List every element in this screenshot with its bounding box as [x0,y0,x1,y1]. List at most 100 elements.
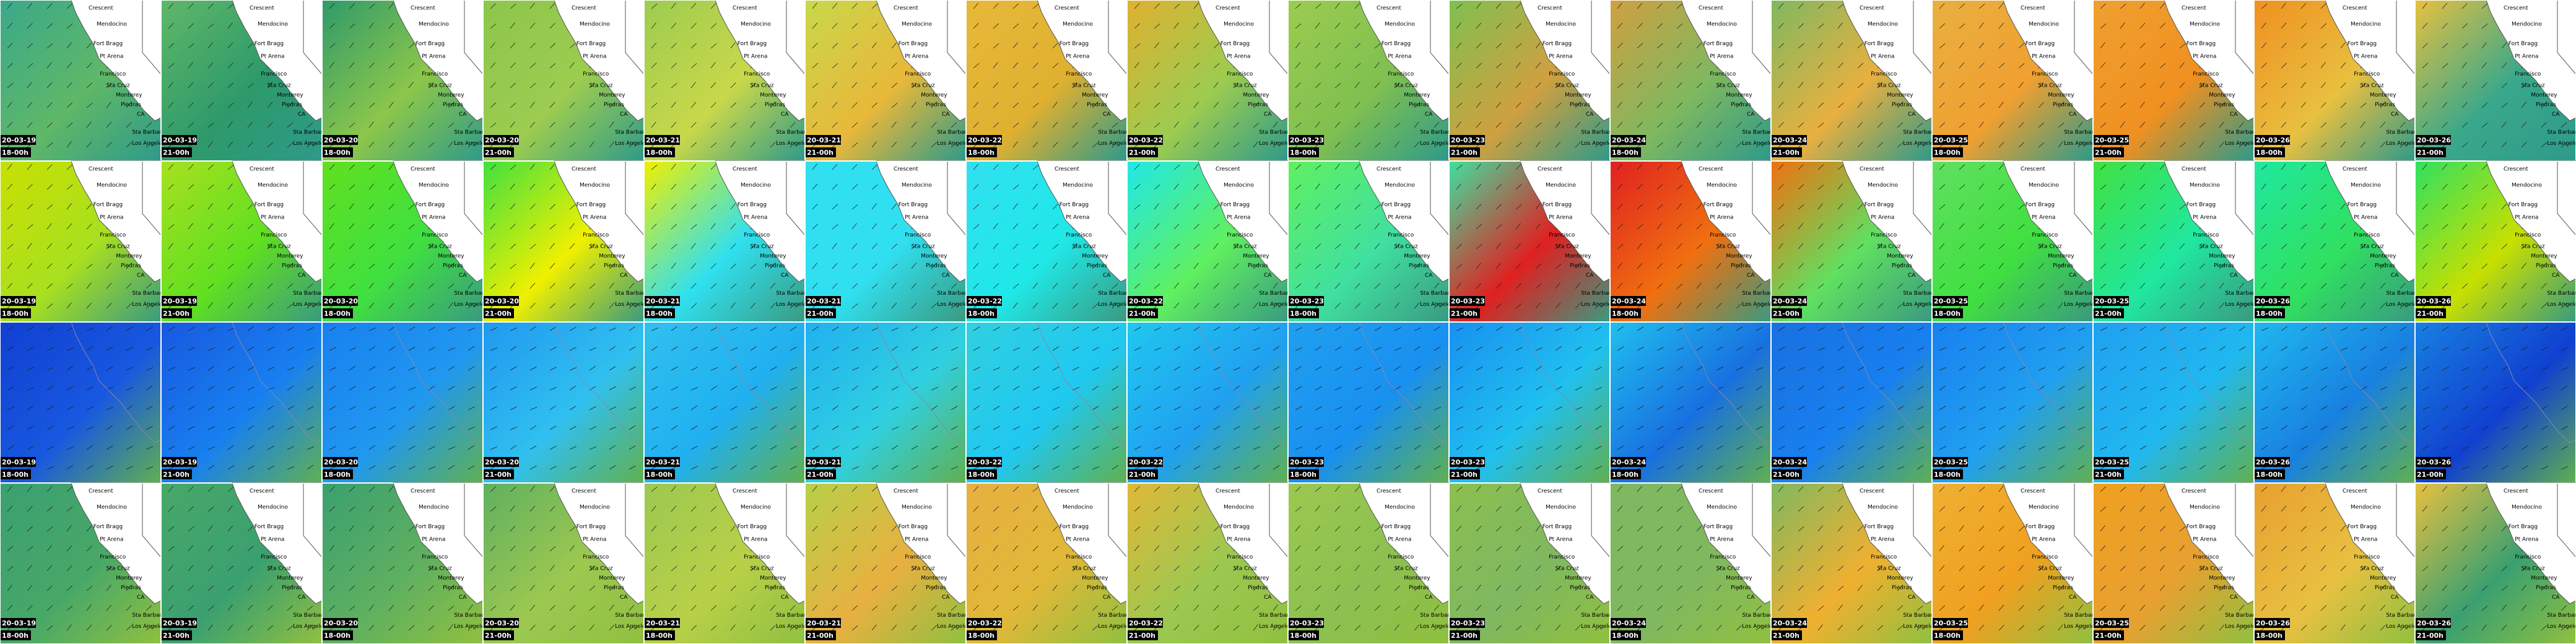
wind-arrow [227,164,234,170]
wind-arrow [227,82,234,89]
wind-arrow [1374,122,1381,128]
wind-arrow [871,203,877,210]
place-label: Sta Cruz [268,565,291,572]
date-label: 20-03-21 [646,297,680,305]
wind-arrow [529,445,537,450]
wind-arrow [510,63,516,69]
place-label: Mendocino [902,505,932,511]
place-label: Piedras [121,102,141,108]
wind-arrow [2281,63,2287,69]
label-box [966,469,997,479]
place-label: Los Angeles [2547,141,2576,147]
wind-arrow [46,347,54,351]
wind-arrow [1374,263,1380,269]
wind-arrow [1595,466,1602,470]
wind-arrow [993,385,1000,391]
wind-arrow [1394,327,1401,331]
wind-arrow [490,62,496,69]
wind-arrow [1617,43,1623,49]
wind-arrow [27,243,32,250]
wind-arrow [2100,102,2107,108]
place-label: Sta Cruz [751,565,774,572]
state-border [2557,161,2576,236]
place-label: Piedras [443,102,463,108]
wind-arrow [1978,121,1984,128]
wind-arrow [1213,367,1221,371]
time-label: 18-00h [1934,149,1960,157]
wind-arrow [1617,243,1624,250]
wind-arrow [1092,102,1098,108]
place-label: Mendocino [741,183,771,189]
wind-arrow [690,102,697,108]
wind-arrow [973,63,980,69]
wind-arrow [329,204,336,210]
wind-arrow [1072,102,1078,108]
place-label: Sta Cruz [1717,243,1740,250]
wind-arrow [1315,263,1321,269]
place-label: Francisco [905,232,931,238]
wind-arrow [2300,283,2307,289]
wind-arrow [368,366,376,371]
wind-arrow [931,326,938,331]
wind-arrow [710,425,718,430]
wind-arrow [529,82,536,89]
wind-arrow [549,23,555,29]
wind-arrow [549,425,557,430]
wind-arrow [1032,406,1040,411]
place-label: Sta Cruz [2200,82,2223,89]
wind-arrow [1173,164,1180,170]
wind-arrow [490,203,495,210]
wind-arrow [388,43,394,49]
wind-arrow [207,82,214,89]
wind-arrow [1696,282,1702,289]
wind-arrow [1978,224,1985,230]
wind-arrow [349,365,356,371]
wind-arrow [851,385,859,391]
place-label: Crescent [411,6,435,12]
label-box [161,457,197,467]
wind-arrow [1434,366,1441,371]
wind-arrow [993,466,1001,470]
wind-arrow [188,23,194,29]
wind-arrow [671,282,677,289]
wind-arrow [27,102,33,108]
wind-arrow [1052,303,1058,309]
wind-arrow [7,63,14,69]
wind-arrow [2442,163,2448,170]
wind-arrow [851,223,857,230]
wind-arrow [106,263,111,269]
wind-arrow [1595,283,1601,289]
time-label: 21-00h [2095,149,2121,157]
wind-arrow [1315,42,1321,49]
place-label: Sta Cruz [751,82,774,89]
wind-arrow [2179,204,2186,210]
place-label: Sta Barbara [454,290,487,297]
wind-arrow [569,385,577,391]
wind-arrow [1476,425,1483,430]
wind-arrow [287,122,294,128]
wind-arrow [126,303,133,309]
place-label: Los Angeles [776,141,809,147]
place-label: Fort Bragg [255,202,284,208]
place-label: Francisco [2032,71,2058,77]
wind-arrow [931,367,938,371]
wind-arrow [851,43,858,49]
wind-arrow [2058,102,2065,108]
wind-arrow [227,346,235,351]
wind-arrow [349,164,355,170]
wind-arrow [730,283,737,289]
wind-arrow [510,386,517,391]
wind-arrow [2100,263,2107,269]
wind-arrow [529,142,536,148]
wind-arrow [2481,203,2487,210]
place-label: Mendocino [2351,183,2381,189]
date-label: 20-03-20 [324,136,358,144]
place-label: Mendocino [258,505,288,511]
time-label: 18-00h [968,310,994,318]
wind-arrow [1354,283,1360,289]
wind-arrow [2380,282,2386,289]
place-label: Sta Cruz [107,565,130,572]
